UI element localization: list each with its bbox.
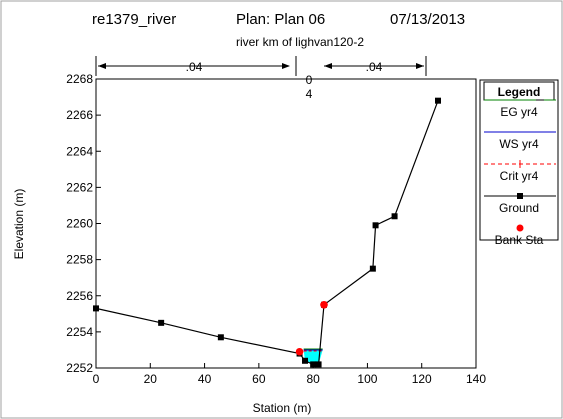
legend-swatch-ground-marker (517, 193, 523, 199)
arrow-head-right-b (416, 63, 424, 69)
date-label: 07/13/2013 (390, 11, 465, 28)
ground-point (310, 361, 317, 368)
y-axis-label: Elevation (m) (12, 189, 26, 260)
ground-point (315, 361, 322, 368)
x-tick-label: 100 (357, 372, 377, 386)
roughness-left-label: .04 (186, 60, 203, 74)
x-tick-label: 20 (144, 372, 158, 386)
ground-point (391, 213, 398, 220)
arrow-head-left-b (282, 63, 290, 69)
ground-point (369, 265, 376, 272)
roughness-annotation: .04 0 4 .04 (95, 56, 427, 101)
x-tick-label: 140 (466, 372, 486, 386)
x-tick-label: 0 (93, 372, 100, 386)
x-tick-label: 60 (252, 372, 266, 386)
y-tick-label: 2262 (66, 180, 93, 194)
legend-box (479, 79, 559, 241)
legend: Legend EG yr4 WS yr4 Crit yr4 Ground Bank St… (479, 79, 559, 247)
roughness-right-label: .04 (366, 60, 383, 74)
y-tick-label: 2254 (66, 325, 93, 339)
legend-title: Legend (498, 85, 541, 99)
water-fill (303, 349, 323, 365)
bank-station-point (320, 300, 328, 309)
ground-point (93, 305, 99, 312)
chart-title: re1379_river (92, 11, 176, 28)
legend-item-label: Ground (499, 201, 539, 215)
bank-station-point (295, 347, 304, 356)
x-tick-label: 40 (198, 372, 212, 386)
ground-point (435, 97, 441, 104)
y-tick-label: 2252 (66, 361, 93, 375)
plan-label: Plan: Plan 06 (236, 11, 325, 28)
legend-items: EG yr4 WS yr4 Crit yr4 Ground Bank Sta (484, 99, 556, 247)
roughness-channel-top: 0 (306, 73, 313, 87)
roughness-channel-bottom: 4 (306, 87, 313, 101)
x-axis-label: Station (m) (253, 401, 312, 415)
chart-subtitle: river km of lighvan120-2 (236, 35, 364, 49)
y-tick-label: 2266 (66, 108, 93, 122)
legend-item-label: Bank Sta (495, 233, 544, 247)
y-tick-label: 2268 (66, 72, 93, 86)
arrow-head-right-a (324, 63, 332, 69)
legend-item-label: Crit yr4 (500, 169, 539, 183)
x-axis: 0 20 40 60 80 100 120 140 (93, 363, 486, 386)
y-tick-label: 2258 (66, 253, 93, 267)
x-tick-label: 80 (306, 372, 320, 386)
legend-item-label: WS yr4 (499, 137, 539, 151)
y-tick-label: 2260 (66, 217, 93, 231)
y-tick-label: 2256 (66, 289, 93, 303)
ground-point (372, 222, 379, 229)
arrow-head-left-a (98, 63, 106, 69)
ground-point (158, 319, 165, 326)
legend-swatch-bank (516, 224, 524, 232)
y-axis: 2252 2254 2256 2258 2260 2262 2264 2266 2268 (66, 72, 101, 375)
data-series (93, 97, 441, 368)
x-tick-label: 120 (412, 372, 432, 386)
ground-point (217, 334, 224, 341)
ground-point (302, 357, 308, 364)
y-tick-label: 2264 (66, 144, 93, 158)
legend-item-label: EG yr4 (500, 105, 538, 119)
